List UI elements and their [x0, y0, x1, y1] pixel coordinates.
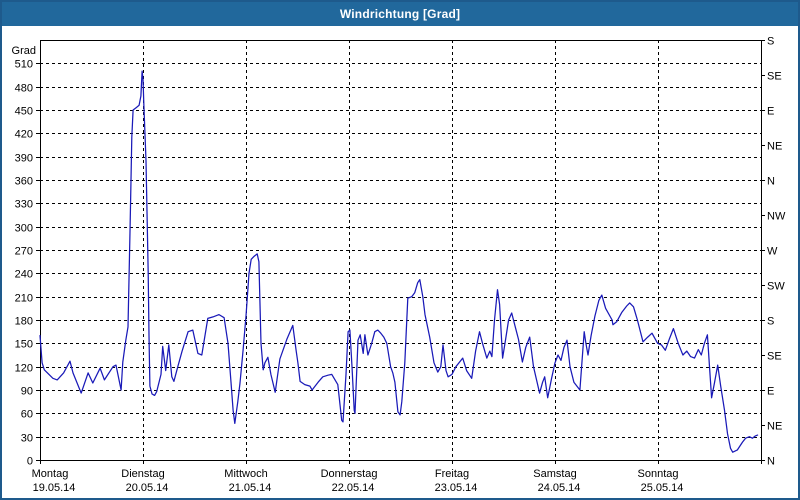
- x-date-label: 23.05.14: [435, 482, 478, 494]
- y-tick-label: 180: [15, 316, 33, 328]
- y-tick-label: 270: [15, 246, 33, 258]
- window-title: Windrichtung [Grad]: [339, 7, 461, 21]
- compass-tick-label: E: [767, 106, 774, 118]
- compass-tick-label: N: [767, 456, 775, 468]
- y-tick-label: 510: [15, 59, 33, 71]
- y-tick-label: 240: [15, 269, 33, 281]
- compass-tick-label: SE: [767, 71, 782, 83]
- y-tick-label: 330: [15, 199, 33, 211]
- series-line: [39, 70, 759, 453]
- x-weekday-label: Samstag: [533, 468, 576, 480]
- compass-tick-label: N: [767, 176, 775, 188]
- compass-tick-label: SE: [767, 351, 782, 363]
- compass-tick-label: SW: [767, 281, 785, 293]
- compass-tick-label: NE: [767, 141, 782, 153]
- compass-tick-label: W: [767, 246, 778, 258]
- y-tick-label: 390: [15, 153, 33, 165]
- x-date-label: 22.05.14: [332, 482, 375, 494]
- x-weekday-label: Dienstag: [121, 468, 164, 480]
- y-tick-label: 60: [21, 409, 33, 421]
- y-tick-label: 480: [15, 83, 33, 95]
- plot-border: [40, 40, 762, 461]
- x-date-label: 19.05.14: [33, 482, 76, 494]
- y-tick-label: 120: [15, 363, 33, 375]
- compass-tick-label: S: [767, 36, 774, 48]
- x-date-label: 24.05.14: [538, 482, 581, 494]
- compass-tick-label: S: [767, 316, 774, 328]
- y-tick-label: 210: [15, 293, 33, 305]
- window-title-bar: Windrichtung [Grad]: [2, 2, 798, 26]
- x-weekday-label: Montag: [32, 468, 69, 480]
- y-tick-label: 420: [15, 129, 33, 141]
- y-tick-label: 90: [21, 386, 33, 398]
- x-date-label: 25.05.14: [641, 482, 684, 494]
- x-weekday-label: Freitag: [435, 468, 469, 480]
- x-date-label: 20.05.14: [126, 482, 169, 494]
- y-tick-label: 30: [21, 433, 33, 445]
- y-axis-title: Grad: [12, 45, 36, 57]
- x-date-label: 21.05.14: [229, 482, 272, 494]
- compass-tick-label: NE: [767, 421, 782, 433]
- x-weekday-label: Mittwoch: [224, 468, 267, 480]
- compass-tick-label: NW: [767, 211, 786, 223]
- y-tick-label: 0: [27, 456, 33, 468]
- wind-direction-chart: 0 30 60 90 120 150 180 210 240 270 300 330 360 390 420…: [12, 36, 786, 495]
- x-weekday-label: Donnerstag: [321, 468, 378, 480]
- y-tick-label: 360: [15, 176, 33, 188]
- x-weekday-label: Sonntag: [638, 468, 679, 480]
- y-tick-label: 150: [15, 339, 33, 351]
- compass-tick-label: E: [767, 386, 774, 398]
- y-tick-label: 300: [15, 223, 33, 235]
- y-tick-label: 450: [15, 106, 33, 118]
